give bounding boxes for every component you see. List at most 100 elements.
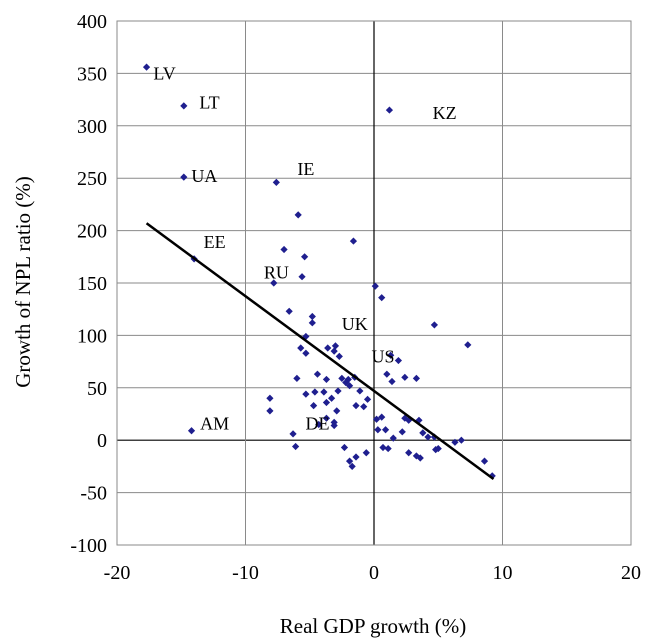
- data-point: [324, 344, 332, 352]
- data-point: [360, 403, 368, 411]
- data-point: [412, 452, 421, 460]
- x-tick-label: -20: [104, 562, 131, 584]
- country-label: KZ: [433, 103, 457, 123]
- data-point: [293, 374, 301, 382]
- x-tick-label: 10: [493, 562, 513, 584]
- data-point: [424, 433, 432, 441]
- data-point: [280, 245, 288, 254]
- trendline-layer: [145, 222, 495, 480]
- data-point: [384, 444, 392, 453]
- data-point: [378, 413, 386, 421]
- y-tick-label: -100: [70, 535, 107, 557]
- data-point: [310, 402, 318, 410]
- y-tick-label: 150: [77, 273, 107, 295]
- x-tick-label: -10: [232, 562, 259, 584]
- data-point: [344, 375, 352, 384]
- data-point: [331, 342, 340, 350]
- data-point: [401, 414, 409, 422]
- data-point: [345, 382, 354, 390]
- country-label: LV: [153, 63, 175, 83]
- data-point: [385, 106, 394, 114]
- data-point: [349, 237, 358, 245]
- data-point: [387, 351, 395, 359]
- data-point: [383, 370, 391, 378]
- country-label: DE: [305, 413, 329, 433]
- country-label: EE: [204, 232, 226, 252]
- data-point: [398, 428, 406, 436]
- data-point: [394, 356, 403, 365]
- country-label: UK: [342, 314, 368, 334]
- data-point: [352, 402, 360, 410]
- data-point: [378, 294, 386, 302]
- data-point: [302, 390, 310, 398]
- data-point: [327, 394, 336, 402]
- data-point: [301, 253, 309, 261]
- data-point: [362, 449, 370, 457]
- data-point: [322, 375, 331, 384]
- data-point: [419, 429, 427, 437]
- data-point: [405, 449, 413, 457]
- y-tick-label: 0: [97, 430, 107, 452]
- data-point: [451, 438, 459, 446]
- data-point: [292, 442, 300, 451]
- data-point: [320, 388, 328, 396]
- data-point: [416, 454, 424, 462]
- y-tick-label: 100: [77, 325, 107, 347]
- data-point: [412, 374, 421, 382]
- plot-frame: [116, 20, 632, 546]
- data-point: [334, 387, 342, 395]
- data-point: [345, 457, 354, 465]
- data-point: [322, 414, 331, 422]
- grid-layer: [116, 20, 632, 546]
- data-point: [371, 282, 379, 290]
- data-point: [142, 63, 151, 71]
- data-point: [294, 211, 302, 219]
- data-point: [333, 407, 341, 415]
- data-point: [187, 427, 196, 435]
- y-axis-title: Growth of NPL ratio (%): [11, 176, 35, 388]
- data-point: [335, 352, 343, 360]
- x-tick-label: 0: [369, 562, 379, 584]
- country-label: LT: [199, 93, 219, 113]
- data-point: [430, 433, 438, 441]
- country-label: IE: [297, 159, 314, 179]
- data-point: [285, 307, 293, 315]
- data-point: [415, 416, 423, 424]
- data-point: [180, 173, 188, 181]
- data-point: [322, 398, 331, 407]
- data-point: [434, 444, 442, 453]
- data-point: [352, 453, 360, 461]
- data-point: [348, 462, 356, 470]
- data-point: [180, 102, 188, 110]
- data-point: [330, 347, 338, 355]
- data-point: [302, 349, 310, 357]
- data-point: [340, 443, 349, 452]
- data-point: [372, 415, 381, 423]
- data-point: [338, 374, 346, 382]
- data-point: [330, 421, 338, 430]
- y-tick-label: 50: [87, 378, 107, 400]
- data-point: [308, 312, 316, 321]
- x-tick-label: 20: [621, 562, 641, 584]
- y-tick-label: -50: [80, 483, 107, 505]
- data-point: [388, 377, 396, 386]
- country-label: US: [371, 346, 394, 366]
- data-point: [381, 426, 390, 434]
- country-label: UA: [191, 166, 217, 186]
- country-label: RU: [264, 263, 289, 283]
- data-point: [270, 279, 278, 287]
- data-point: [311, 388, 319, 396]
- data-point: [289, 430, 297, 438]
- data-point: [374, 426, 382, 434]
- data-point: [313, 370, 322, 378]
- data-point: [297, 344, 305, 352]
- data-point: [457, 436, 465, 444]
- trendline: [145, 222, 495, 480]
- y-tick-label: 200: [77, 221, 107, 243]
- y-tick-label: 300: [77, 116, 107, 138]
- data-point: [272, 178, 280, 186]
- data-point: [298, 273, 306, 281]
